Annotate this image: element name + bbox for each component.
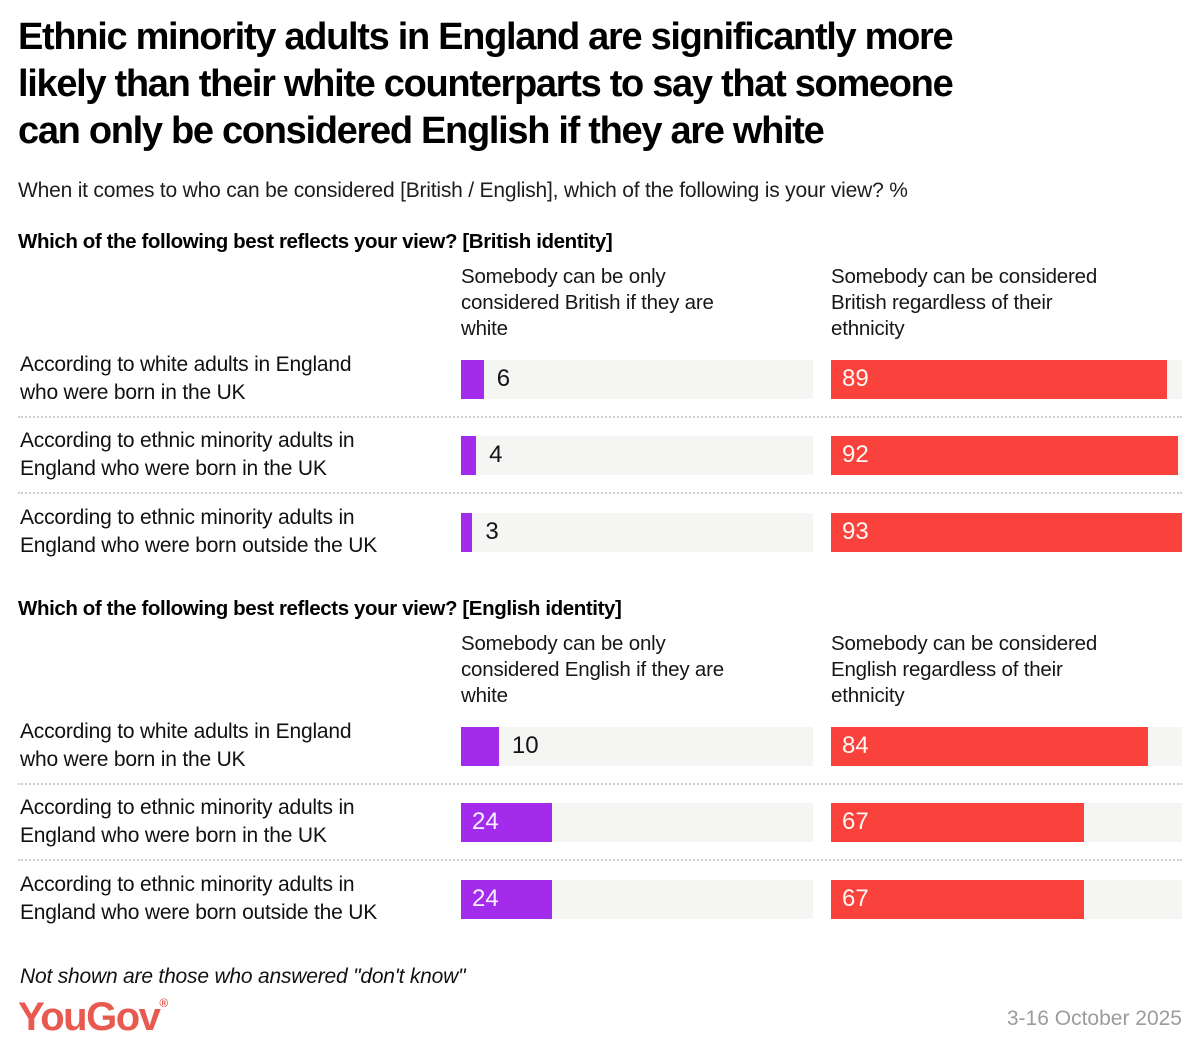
table-row: According to ethnic minority adults in E… [18,861,1182,937]
yougov-poll-graphic: Ethnic minority adults in England are si… [18,16,1182,1039]
bar-only-white [461,802,552,842]
section-heading-english: Which of the following best reflects you… [18,597,622,620]
bar-regardless [831,435,1179,475]
bar-regardless [831,359,1167,399]
yougov-logo: YouGov® [18,995,168,1039]
bar-track-regardless: 84 [831,726,1182,766]
column-header-only-white-english: Somebody can be only considered English … [461,632,724,707]
bar-value-label: 93 [842,518,869,545]
bar-value-label: 24 [472,808,499,835]
bar-value-label: 67 [842,808,869,835]
table-row: According to ethnic minority adults in E… [18,785,1182,861]
column-header-regardless-english: Somebody can be considered English regar… [831,632,1098,707]
bar-track-regardless: 67 [831,879,1182,919]
footnote: Not shown are those who answered "don't … [20,965,466,988]
row-label-white-adults: According to white adults in England who… [20,353,352,404]
bar-value-label: 89 [842,365,869,392]
yougov-logo-text: YouGov [18,995,161,1039]
bar-track-only-white: 4 [461,435,813,475]
bar-only-white [461,359,484,399]
registered-trademark-icon: ® [159,996,169,1010]
row-label-ethnic-minority-outside-uk: According to ethnic minority adults in E… [20,506,378,557]
bar-track-only-white: 6 [461,359,813,399]
bar-track-only-white: 24 [461,879,813,919]
table-row: According to ethnic minority adults in E… [18,494,1182,570]
bar-only-white [461,879,552,919]
bar-track-regardless: 93 [831,512,1182,552]
column-headers-british: Somebody can be only considered British … [18,264,1182,342]
bar-regardless [831,802,1084,842]
column-header-only-white-british: Somebody can be only considered British … [461,265,714,340]
chart-subtitle: When it comes to who can be considered [… [18,179,908,202]
column-headers-english: Somebody can be only considered English … [18,631,1182,709]
fieldwork-date: 3-16 October 2025 [1006,1007,1182,1030]
row-label-ethnic-minority-outside-uk: According to ethnic minority adults in E… [20,873,378,924]
bar-track-only-white: 24 [461,802,813,842]
bar-value-label: 24 [472,885,499,912]
bar-value-label: 4 [489,441,503,468]
bar-regardless [831,879,1084,919]
bar-only-white [461,435,477,475]
section-british-identity: Which of the following best reflects you… [18,230,1182,570]
bar-value-label: 67 [842,885,869,912]
bar-only-white [461,726,499,766]
column-header-regardless-british: Somebody can be considered British regar… [831,265,1098,340]
bar-track-regardless: 92 [831,435,1182,475]
row-label-white-adults: According to white adults in England who… [20,720,352,771]
table-row: According to white adults in England who… [18,342,1182,418]
bar-track-only-white: 10 [461,726,813,766]
bar-value-label: 10 [511,732,539,759]
bar-value-label: 92 [842,441,869,468]
bar-regardless [831,512,1182,552]
bar-only-white [461,512,473,552]
table-row: According to white adults in England who… [18,709,1182,785]
bar-value-label: 3 [485,518,499,545]
section-heading-british: Which of the following best reflects you… [18,230,613,253]
bar-track-regardless: 89 [831,359,1182,399]
table-row: According to ethnic minority adults in E… [18,418,1182,494]
bar-track-regardless: 67 [831,802,1182,842]
bar-value-label: 84 [842,732,869,759]
row-label-ethnic-minority-uk-born: According to ethnic minority adults in E… [20,429,355,480]
bar-value-label: 6 [496,365,511,392]
row-label-ethnic-minority-uk-born: According to ethnic minority adults in E… [20,796,355,847]
footer: YouGov® 3-16 October 2025 [18,995,1182,1039]
chart-title: Ethnic minority adults in England are si… [18,16,954,152]
bar-track-only-white: 3 [461,512,813,552]
section-english-identity: Which of the following best reflects you… [18,597,1182,937]
bar-regardless [831,726,1149,766]
